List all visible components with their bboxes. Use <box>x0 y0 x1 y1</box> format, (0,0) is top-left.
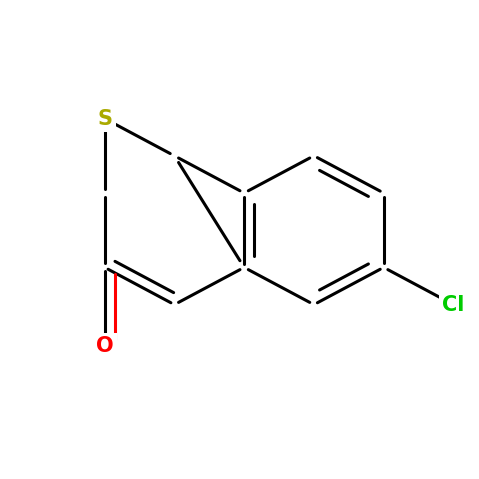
Text: S: S <box>97 109 112 128</box>
Text: Cl: Cl <box>442 295 465 315</box>
Text: O: O <box>96 336 114 356</box>
